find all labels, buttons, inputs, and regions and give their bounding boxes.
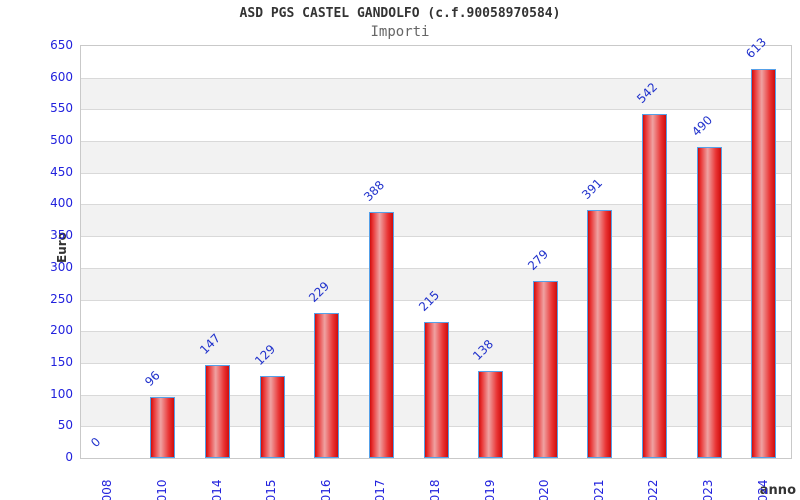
bar <box>478 370 504 458</box>
bar <box>150 397 176 458</box>
x-tick-label: 2021 <box>591 479 606 500</box>
plot-area: 0 96 147 129 229 388 215 138 279 391 542 490 613 <box>80 35 792 459</box>
x-tick-label: 2017 <box>373 479 388 500</box>
x-tick-label: 2018 <box>428 479 442 500</box>
bar <box>368 212 394 458</box>
x-tick-label: 2024 <box>755 479 770 500</box>
x-tick-label: 2016 <box>318 479 333 500</box>
x-tick-label: 2019 <box>482 479 497 500</box>
x-tick-label: 2008 <box>100 479 115 500</box>
bar <box>532 281 558 458</box>
x-tick-label: 2020 <box>537 479 552 500</box>
bar <box>696 147 722 458</box>
chart-subtitle: Importi <box>370 24 430 40</box>
y-tick-label: 50 <box>57 418 73 433</box>
plot-band <box>81 204 791 237</box>
y-tick-label: 550 <box>50 101 73 116</box>
y-tick-label: 300 <box>50 259 73 274</box>
plot-band <box>81 77 791 110</box>
chart-title: ASD PGS CASTEL GANDOLFO (c.f.90058970584… <box>239 6 561 21</box>
y-tick-label: 100 <box>50 386 73 401</box>
gridline <box>81 172 791 174</box>
gridline <box>81 77 791 79</box>
gridline <box>81 109 791 111</box>
bar <box>259 376 285 458</box>
bar <box>314 312 340 458</box>
y-tick-label: 0 <box>65 450 73 464</box>
y-tick-label: 600 <box>50 69 73 84</box>
x-tick-label: 2015 <box>264 479 279 500</box>
plot-band <box>81 236 791 268</box>
bar <box>205 364 231 458</box>
gridline <box>81 204 791 206</box>
x-tick-label: 2023 <box>701 479 716 500</box>
x-tick-label: 2014 <box>209 479 224 500</box>
bar <box>423 321 449 458</box>
x-axis-label: anno <box>759 483 796 498</box>
y-tick-label: 200 <box>50 323 73 338</box>
gridline <box>81 236 791 238</box>
bar <box>641 114 667 458</box>
gridline <box>81 267 791 269</box>
y-tick-label: 250 <box>50 291 73 306</box>
y-tick-label: 500 <box>50 133 73 148</box>
y-tick-label: 150 <box>50 354 73 369</box>
gridline <box>81 299 791 301</box>
y-tick-label: 450 <box>50 164 73 179</box>
plot-band <box>81 267 791 300</box>
x-tick-label: 2010 <box>154 479 169 500</box>
plot-band <box>81 172 791 205</box>
y-tick-label: 650 <box>50 38 73 52</box>
y-tick-label: 350 <box>50 228 73 243</box>
bar <box>751 69 777 458</box>
y-tick-label: 400 <box>50 196 73 211</box>
gridline <box>81 141 791 143</box>
plot-band <box>81 109 791 142</box>
plot-band <box>81 141 791 173</box>
x-tick-label: 2022 <box>646 479 661 500</box>
bar <box>587 210 613 458</box>
plot-band <box>81 46 791 78</box>
